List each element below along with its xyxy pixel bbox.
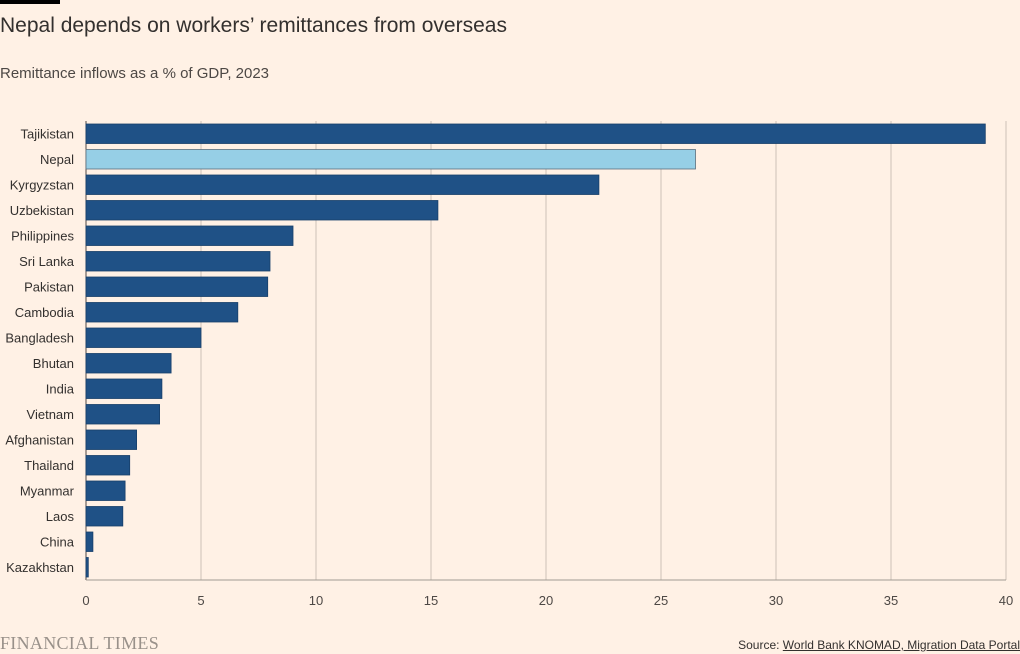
category-label: Tajikistan bbox=[21, 126, 74, 141]
bar-india bbox=[85, 378, 163, 399]
category-label: Philippines bbox=[11, 228, 74, 243]
source-prefix: Source: bbox=[738, 638, 783, 652]
bar-bangladesh bbox=[85, 327, 202, 348]
x-tick-label: 10 bbox=[309, 593, 323, 608]
category-label: Afghanistan bbox=[5, 432, 74, 447]
category-label: Vietnam bbox=[27, 407, 74, 422]
bar-uzbekistan bbox=[85, 200, 439, 221]
bar-china bbox=[85, 531, 94, 552]
category-label: Nepal bbox=[40, 152, 74, 167]
source-link[interactable]: World Bank KNOMAD, Migration Data Portal bbox=[782, 638, 1020, 652]
bar-afghanistan bbox=[85, 429, 137, 450]
bar-thailand bbox=[85, 455, 131, 476]
category-label: Kyrgyzstan bbox=[10, 177, 74, 192]
x-tick-label: 5 bbox=[197, 593, 204, 608]
bar-sri-lanka bbox=[85, 251, 271, 272]
bar-bhutan bbox=[85, 353, 172, 374]
bar-tajikistan bbox=[85, 123, 986, 144]
bar-pakistan bbox=[85, 276, 269, 297]
category-label: Thailand bbox=[24, 458, 74, 473]
bar-cambodia bbox=[85, 302, 239, 323]
category-label: Sri Lanka bbox=[19, 254, 75, 269]
bar-laos bbox=[85, 506, 124, 527]
ft-logo: FINANCIAL TIMES bbox=[0, 633, 160, 653]
category-label: Uzbekistan bbox=[10, 203, 74, 218]
x-tick-label: 20 bbox=[539, 593, 553, 608]
category-label: Pakistan bbox=[24, 279, 74, 294]
chart-title: Nepal depends on workers’ remittances fr… bbox=[0, 14, 507, 37]
brand-bar bbox=[0, 0, 60, 4]
bar-philippines bbox=[85, 225, 294, 246]
x-tick-label: 35 bbox=[884, 593, 898, 608]
category-label: China bbox=[40, 534, 75, 549]
bar-kyrgyzstan bbox=[85, 174, 600, 195]
bar-kazakhstan bbox=[85, 557, 89, 578]
x-tick-label: 30 bbox=[769, 593, 783, 608]
category-label: Myanmar bbox=[20, 483, 75, 498]
category-label: Kazakhstan bbox=[6, 560, 74, 575]
source-note: Source: World Bank KNOMAD, Migration Dat… bbox=[738, 638, 1020, 652]
bar-vietnam bbox=[85, 404, 160, 425]
category-label: Bhutan bbox=[33, 356, 74, 371]
category-label: Laos bbox=[46, 509, 75, 524]
category-label: Bangladesh bbox=[5, 330, 74, 345]
bar-myanmar bbox=[85, 480, 126, 501]
x-tick-label: 0 bbox=[82, 593, 89, 608]
category-label: Cambodia bbox=[15, 305, 75, 320]
category-label: India bbox=[46, 381, 75, 396]
chart-subtitle: Remittance inflows as a % of GDP, 2023 bbox=[0, 65, 270, 82]
x-tick-label: 15 bbox=[424, 593, 438, 608]
x-tick-label: 25 bbox=[654, 593, 668, 608]
x-tick-label: 40 bbox=[999, 593, 1013, 608]
bar-nepal bbox=[85, 149, 696, 170]
